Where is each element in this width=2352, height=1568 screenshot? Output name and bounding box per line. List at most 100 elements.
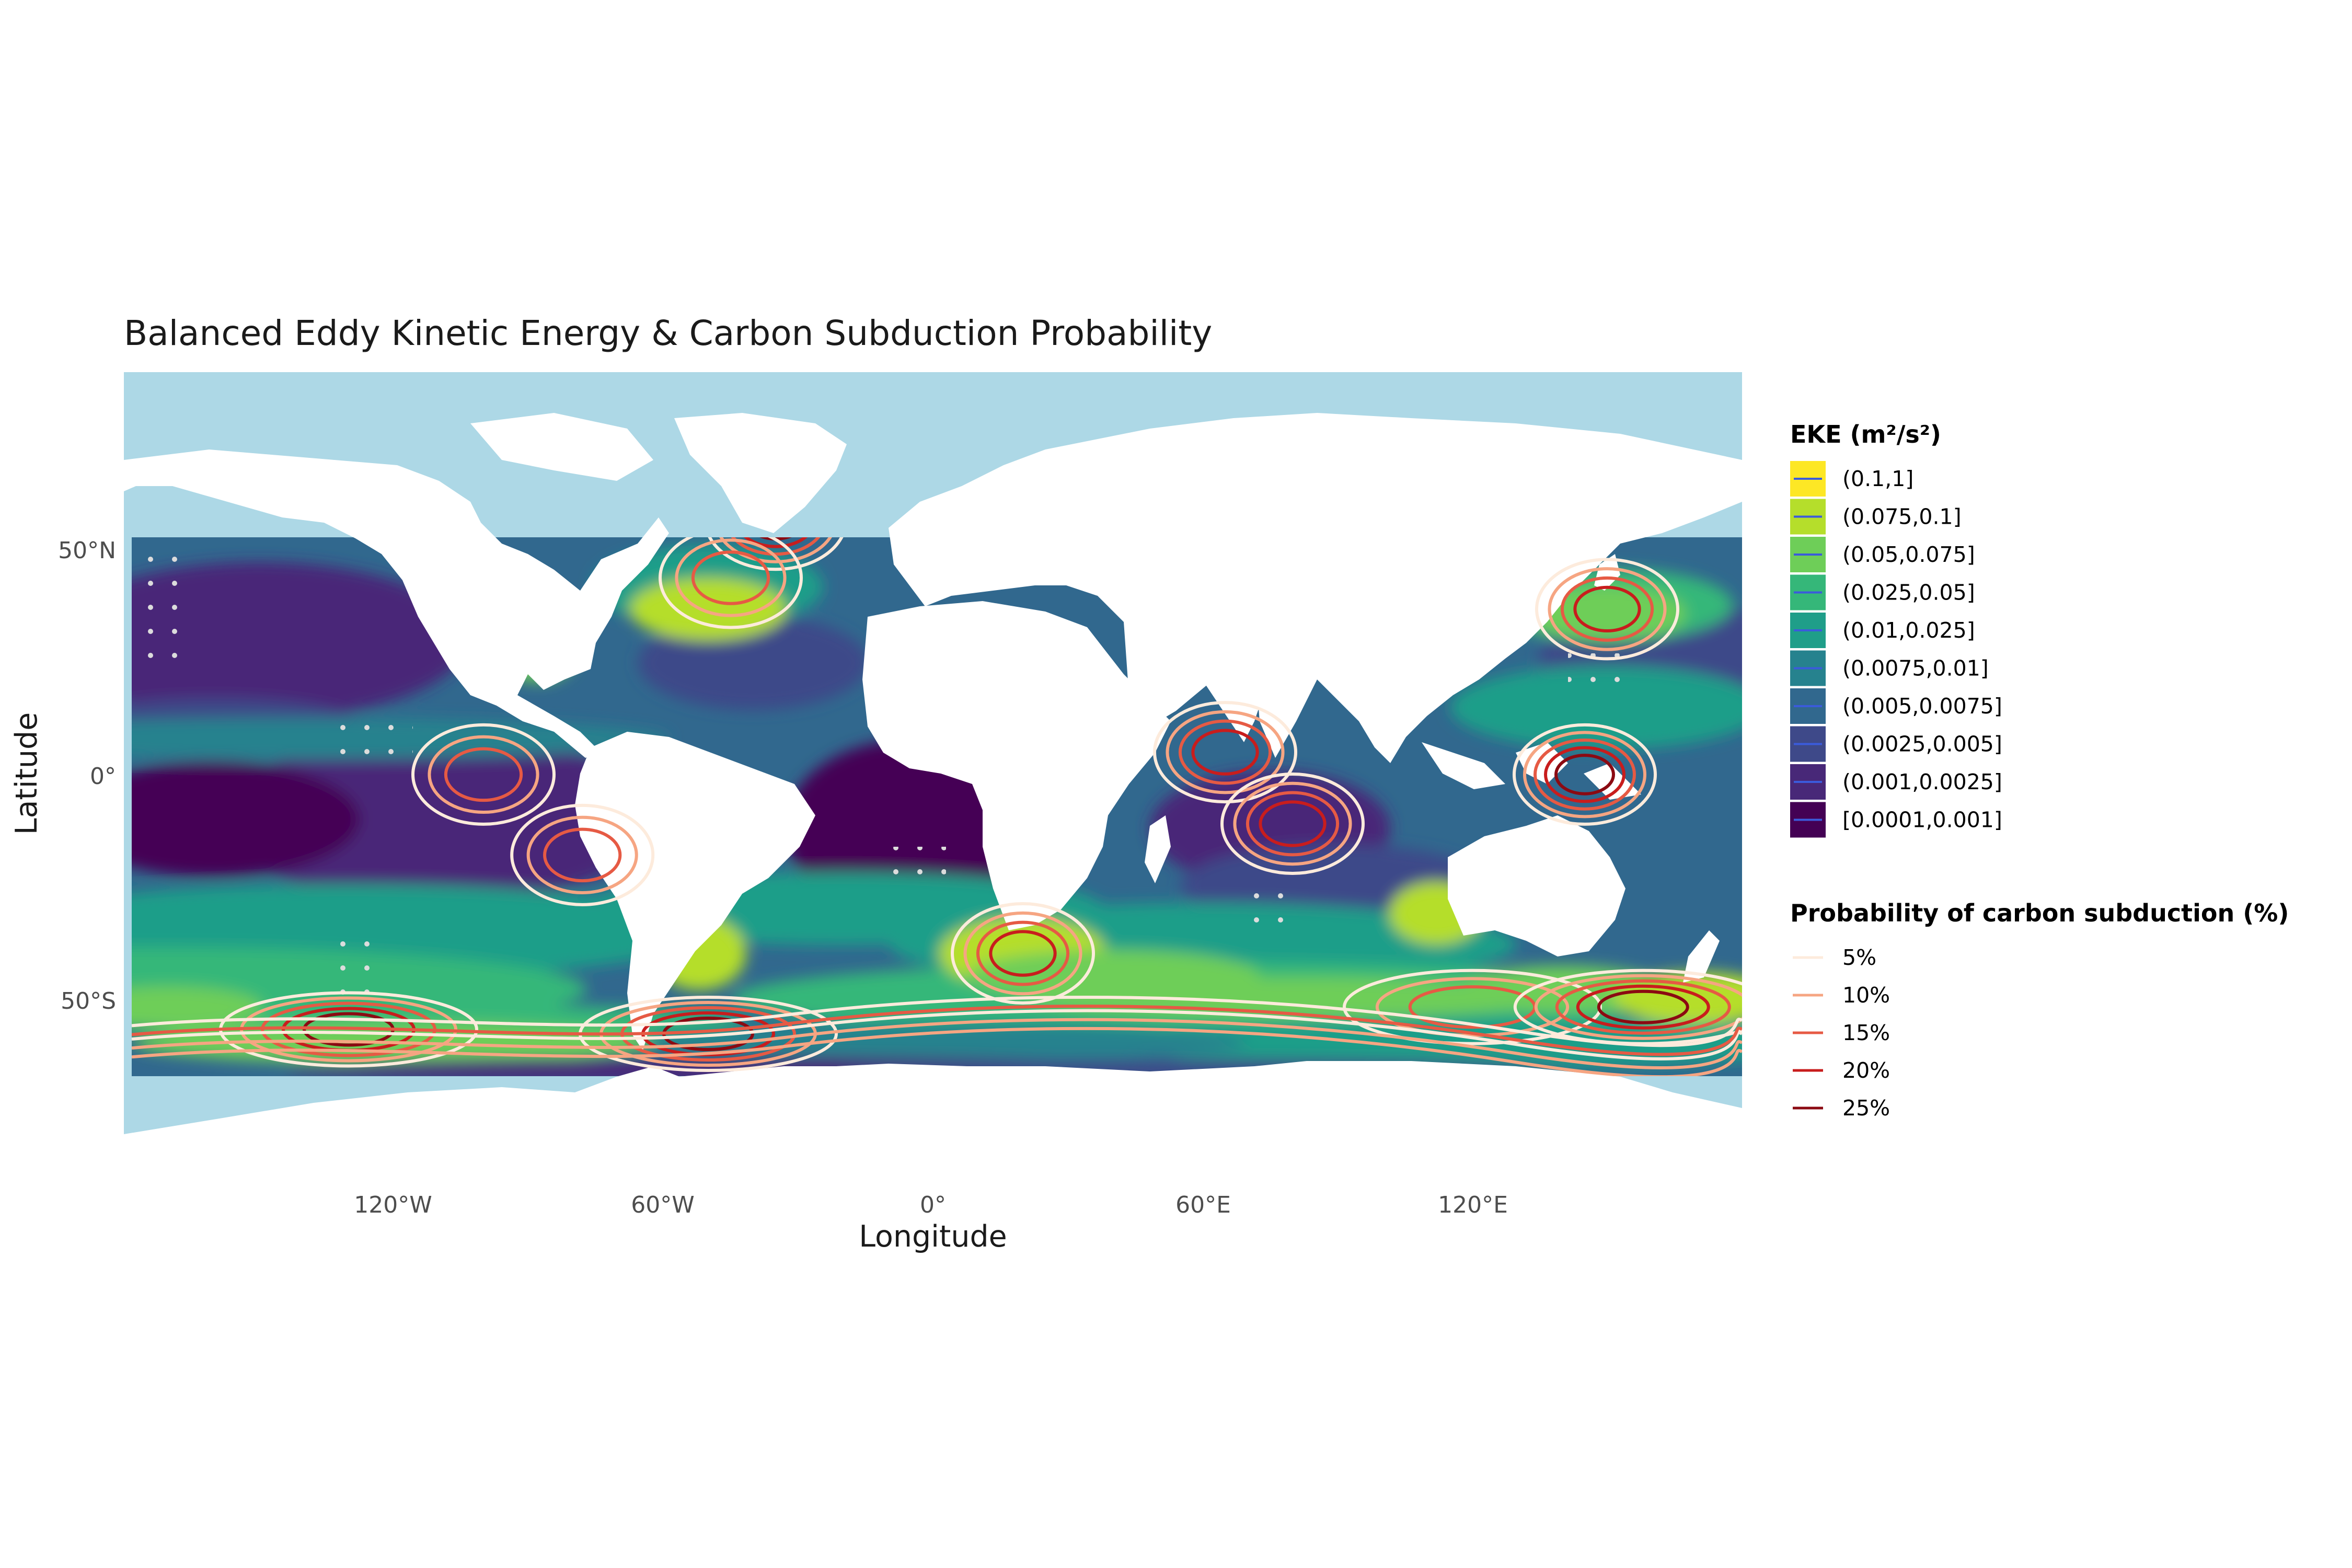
subduction-contour-12-4 bbox=[1597, 989, 1689, 1024]
legend-eke-label: [0.0001,0.001] bbox=[1842, 808, 2002, 833]
land-arctic-canada bbox=[470, 413, 653, 481]
subduction-contour-6-2 bbox=[543, 827, 622, 883]
eke-region-2 bbox=[132, 762, 360, 877]
legend-eke-label: (0.001,0.0025] bbox=[1842, 769, 2002, 794]
x-axis-ticks: 120°W 60°W 0° 60°E 120°E bbox=[354, 1192, 1508, 1218]
legend-prob: Probability of carbon subduction (%) 5% 1… bbox=[1790, 899, 2289, 1121]
subduction-contour-8-1 bbox=[963, 911, 1082, 996]
land-eurasia bbox=[889, 413, 1742, 763]
eke-region-13 bbox=[1450, 665, 1742, 750]
subduction-contour-8-2 bbox=[976, 920, 1070, 986]
chart-title: Balanced Eddy Kinetic Energy & Carbon Su… bbox=[124, 313, 1212, 353]
subduction-contour-3-1 bbox=[1166, 710, 1285, 794]
legend-prob-label: 10% bbox=[1842, 983, 1890, 1008]
legend-eke-item: (0.025,0.05] bbox=[1790, 574, 1975, 610]
legend-prob-label: 15% bbox=[1842, 1020, 1890, 1045]
legend-eke-label: (0.075,0.1] bbox=[1842, 504, 1962, 529]
subduction-contour-5-3 bbox=[1259, 800, 1327, 847]
x-tick-120e: 120°E bbox=[1438, 1192, 1508, 1218]
land-japan bbox=[1594, 554, 1620, 591]
legend-prob-title: Probability of carbon subduction (%) bbox=[1790, 899, 2289, 927]
subduction-contour-12-3 bbox=[1576, 984, 1710, 1030]
sig-dots-ind bbox=[1239, 878, 1286, 941]
legend-eke: EKE (m²/s²) (0.1,1] (0.075,0.1] (0.05,0.07… bbox=[1790, 420, 2002, 838]
subduction-contour-4-3 bbox=[1544, 746, 1625, 803]
subduction-contour-6-1 bbox=[526, 815, 638, 895]
subduction-contour-7-1 bbox=[428, 735, 539, 814]
subduction-contours bbox=[132, 537, 1742, 1076]
map-panel bbox=[124, 372, 1742, 1155]
subduction-contour-4-4 bbox=[1554, 754, 1615, 795]
eke-region-22 bbox=[1529, 584, 1686, 642]
subduction-contour-4-2 bbox=[1534, 738, 1636, 811]
land-australia bbox=[1448, 815, 1625, 956]
subduction-contour-3-2 bbox=[1178, 719, 1272, 785]
legend-eke-item: (0.0075,0.01] bbox=[1790, 650, 1989, 686]
land-africa bbox=[862, 601, 1171, 930]
eke-region-20 bbox=[619, 1022, 1247, 1064]
subduction-contour-8-0 bbox=[951, 902, 1095, 1005]
subduction-contour-1-2 bbox=[691, 550, 770, 605]
land-india bbox=[1254, 653, 1317, 758]
subduction-contour-2-2 bbox=[1560, 576, 1654, 642]
x-tick-120w: 120°W bbox=[354, 1192, 432, 1218]
legend-eke-label: (0.0075,0.01] bbox=[1842, 656, 1989, 681]
sig-dots-satl bbox=[878, 847, 946, 883]
subduction-contour-4-1 bbox=[1523, 731, 1646, 818]
subduction-contour-1-1 bbox=[675, 538, 787, 617]
land-north-america bbox=[124, 449, 669, 758]
legend-eke-item: (0.075,0.1] bbox=[1790, 499, 1962, 535]
x-tick-60w: 60°W bbox=[631, 1192, 695, 1218]
subduction-contour-5-0 bbox=[1220, 772, 1365, 875]
legend-eke-item: (0.01,0.025] bbox=[1790, 613, 1975, 648]
subduction-contour-0-3 bbox=[743, 537, 808, 548]
land-madagascar bbox=[1145, 815, 1171, 883]
legend-prob-item: 20% bbox=[1793, 1058, 1890, 1083]
x-axis-title: Longitude bbox=[859, 1219, 1007, 1254]
x-tick-60e: 60°E bbox=[1175, 1192, 1231, 1218]
subduction-contour-7-0 bbox=[411, 723, 556, 826]
y-axis-title: Latitude bbox=[9, 712, 44, 835]
legend-eke-item: (0.1,1] bbox=[1790, 461, 1913, 497]
legend-prob-label: 25% bbox=[1842, 1096, 1890, 1121]
subduction-contour-5-1 bbox=[1233, 781, 1352, 866]
y-tick-0: 0° bbox=[90, 763, 116, 790]
legend-prob-label: 5% bbox=[1842, 945, 1876, 970]
land-greenland bbox=[674, 413, 847, 533]
legend-prob-item: 25% bbox=[1793, 1096, 1890, 1121]
legend-prob-item: 10% bbox=[1793, 983, 1890, 1008]
subduction-contour-2-0 bbox=[1535, 558, 1679, 661]
land-new-zealand bbox=[1683, 930, 1720, 983]
subduction-band-2 bbox=[132, 1018, 1742, 1069]
land-south-america bbox=[575, 732, 815, 1051]
subduction-contour-5-2 bbox=[1246, 791, 1340, 857]
eke-region-0 bbox=[132, 562, 468, 719]
subduction-contour-1-0 bbox=[659, 537, 803, 629]
subduction-contour-2-3 bbox=[1573, 585, 1641, 633]
subduction-contour-0-1 bbox=[719, 537, 832, 563]
subduction-contour-4-0 bbox=[1513, 723, 1657, 826]
land-antarctica bbox=[124, 1061, 1742, 1155]
legend-eke-label: (0.1,1] bbox=[1842, 466, 1913, 491]
legend-eke-label: (0.05,0.075] bbox=[1842, 542, 1975, 567]
subduction-contour-7-2 bbox=[444, 747, 523, 802]
legend-eke-item: (0.001,0.0025] bbox=[1790, 764, 2002, 800]
y-tick-50n: 50°N bbox=[58, 537, 116, 564]
legend-eke-label: (0.005,0.0075] bbox=[1842, 694, 2002, 719]
land-masses bbox=[124, 413, 1742, 1155]
subduction-contour-0-0 bbox=[708, 537, 844, 571]
land-se-asia-islands bbox=[1422, 742, 1641, 800]
subduction-contour-3-0 bbox=[1153, 701, 1297, 804]
subduction-contour-2-1 bbox=[1548, 567, 1667, 651]
subduction-band-0 bbox=[132, 1009, 1742, 1060]
subduction-contour-12-1 bbox=[1534, 974, 1742, 1040]
eke-region-31 bbox=[966, 949, 1259, 1002]
sig-dots-epac bbox=[335, 721, 413, 768]
subduction-band-3 bbox=[132, 1027, 1742, 1076]
subduction-contour-12-2 bbox=[1555, 979, 1731, 1035]
legend-eke-item: [0.0001,0.001] bbox=[1790, 802, 2002, 838]
legend-eke-label: (0.01,0.025] bbox=[1842, 618, 1975, 643]
legend-prob-label: 20% bbox=[1842, 1058, 1890, 1083]
y-tick-50s: 50°S bbox=[61, 988, 116, 1014]
